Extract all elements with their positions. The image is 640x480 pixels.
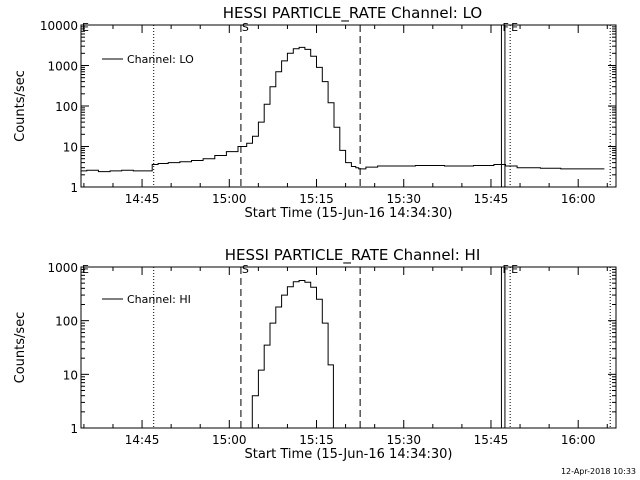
lo-x-tick-label: 15:45 [474, 192, 509, 206]
hi-chart-title: HESSI PARTICLE_RATE Channel: HI [225, 246, 481, 265]
hi-x-tick-label: 15:15 [299, 433, 334, 447]
lo-y-tick-label: 1 [70, 181, 78, 195]
hi-series-line [249, 280, 336, 429]
lo-y-tick-label: 10000 [40, 19, 78, 33]
lo-x-tick-label: 15:30 [386, 192, 421, 206]
lo-y-axis-label: Counts/sec [13, 70, 28, 142]
hi-plot-frame [80, 266, 617, 429]
lo-marker-label: E [82, 21, 89, 34]
lo-legend-label: Channel: LO [127, 53, 194, 66]
hi-x-tick-label: 15:45 [474, 433, 509, 447]
lo-series-line [81, 46, 605, 173]
lo-marker-label: F [502, 21, 508, 34]
hi-y-tick-label: 100 [55, 315, 78, 329]
lo-x-tick-label: 16:00 [561, 192, 596, 206]
hi-x-axis-label: Start Time (15-Jun-16 14:34:30) [245, 447, 453, 462]
hi-marker-label: F [502, 263, 508, 276]
hi-y-tick-label: 10 [63, 368, 78, 382]
hi-marker-label: S [242, 263, 249, 276]
hi-y-axis-label: Counts/sec [13, 312, 28, 384]
lo-x-axis-label: Start Time (15-Jun-16 14:34:30) [245, 206, 453, 221]
lo-x-tick-label: 15:00 [212, 192, 247, 206]
lo-x-tick-label: 15:15 [299, 192, 334, 206]
hi-marker-label: E [511, 263, 518, 276]
lo-y-tick-label: 100 [55, 100, 78, 114]
lo-marker-label: S [242, 21, 249, 34]
hi-marker-label: E [82, 263, 89, 276]
lo-y-tick-label: 10 [63, 141, 78, 155]
lo-x-tick-label: 14:45 [125, 192, 160, 206]
lo-chart-title: HESSI PARTICLE_RATE Channel: LO [223, 4, 482, 23]
plot-timestamp: 12-Apr-2018 10:33 [561, 467, 636, 476]
hi-legend-label: Channel: HI [127, 293, 191, 306]
hi-y-tick-label: 1000 [47, 261, 78, 275]
lo-y-tick-label: 1000 [47, 60, 78, 74]
hi-y-tick-label: 1 [70, 422, 78, 436]
hi-x-tick-label: 14:45 [125, 433, 160, 447]
hi-x-tick-label: 16:00 [561, 433, 596, 447]
hi-x-tick-label: 15:30 [386, 433, 421, 447]
hi-x-tick-label: 15:00 [212, 433, 247, 447]
lo-marker-label: E [511, 21, 518, 34]
